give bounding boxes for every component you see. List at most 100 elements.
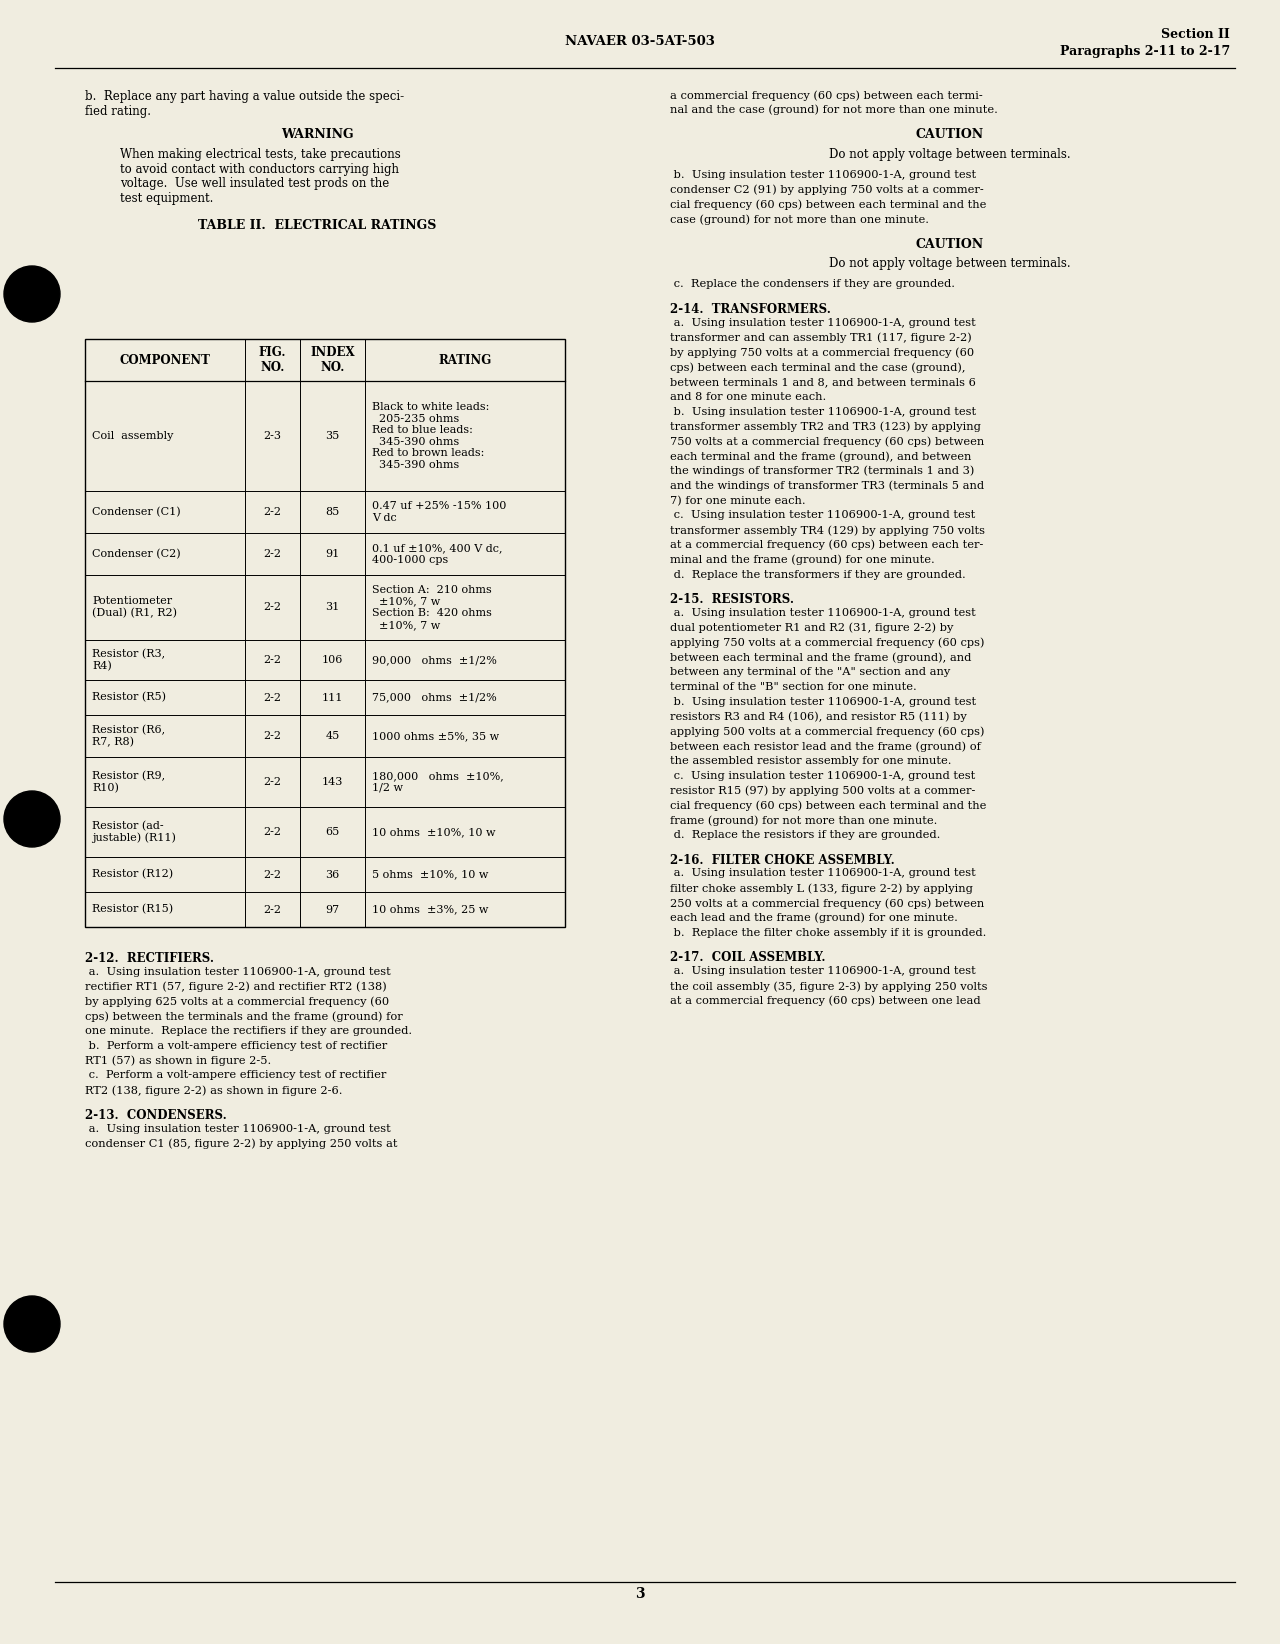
Text: voltage.  Use well insulated test prods on the: voltage. Use well insulated test prods o… (120, 178, 389, 191)
Text: 1000 ohms ±5%, 35 w: 1000 ohms ±5%, 35 w (372, 732, 499, 741)
Text: 2-15.  RESISTORS.: 2-15. RESISTORS. (669, 593, 794, 607)
Text: transformer assembly TR2 and TR3 (123) by applying: transformer assembly TR2 and TR3 (123) b… (669, 421, 980, 432)
Text: COMPONENT: COMPONENT (119, 353, 210, 367)
Text: frame (ground) for not more than one minute.: frame (ground) for not more than one min… (669, 815, 937, 825)
Text: Do not apply voltage between terminals.: Do not apply voltage between terminals. (829, 256, 1071, 270)
Text: a.  Using insulation tester 1106900-1-A, ground test: a. Using insulation tester 1106900-1-A, … (669, 967, 975, 977)
Text: Condenser (C1): Condenser (C1) (92, 506, 180, 518)
Text: rectifier RT1 (57, figure 2-2) and rectifier RT2 (138): rectifier RT1 (57, figure 2-2) and recti… (84, 981, 387, 993)
Text: by applying 625 volts at a commercial frequency (60: by applying 625 volts at a commercial fr… (84, 996, 389, 1008)
Text: When making electrical tests, take precautions: When making electrical tests, take preca… (120, 148, 401, 161)
Text: nal and the case (ground) for not more than one minute.: nal and the case (ground) for not more t… (669, 105, 998, 115)
Text: Section A:  210 ohms
  ±10%, 7 w
Section B:  420 ohms
  ±10%, 7 w: Section A: 210 ohms ±10%, 7 w Section B:… (372, 585, 492, 630)
Text: c.  Perform a volt-ampere efficiency test of rectifier: c. Perform a volt-ampere efficiency test… (84, 1070, 387, 1080)
Text: the assembled resistor assembly for one minute.: the assembled resistor assembly for one … (669, 756, 951, 766)
Text: Resistor (R12): Resistor (R12) (92, 870, 173, 880)
Text: 2-2: 2-2 (264, 692, 282, 702)
Text: 750 volts at a commercial frequency (60 cps) between: 750 volts at a commercial frequency (60 … (669, 436, 984, 447)
Text: Section II: Section II (1161, 28, 1230, 41)
Text: applying 750 volts at a commercial frequency (60 cps): applying 750 volts at a commercial frequ… (669, 638, 984, 648)
Text: b.  Replace the filter choke assembly if it is grounded.: b. Replace the filter choke assembly if … (669, 927, 987, 937)
Text: 0.1 uf ±10%, 400 V dc,
400-1000 cps: 0.1 uf ±10%, 400 V dc, 400-1000 cps (372, 543, 503, 566)
Text: 31: 31 (325, 602, 339, 613)
Circle shape (4, 266, 60, 322)
Text: c.  Using insulation tester 1106900-1-A, ground test: c. Using insulation tester 1106900-1-A, … (669, 510, 975, 520)
Text: 2-2: 2-2 (264, 732, 282, 741)
Text: fied rating.: fied rating. (84, 105, 151, 118)
Text: transformer assembly TR4 (129) by applying 750 volts: transformer assembly TR4 (129) by applyi… (669, 524, 986, 536)
Text: c.  Using insulation tester 1106900-1-A, ground test: c. Using insulation tester 1106900-1-A, … (669, 771, 975, 781)
Text: Coil  assembly: Coil assembly (92, 431, 173, 441)
Text: 250 volts at a commercial frequency (60 cps) between: 250 volts at a commercial frequency (60 … (669, 898, 984, 909)
Text: dual potentiometer R1 and R2 (31, figure 2-2) by: dual potentiometer R1 and R2 (31, figure… (669, 623, 954, 633)
Text: at a commercial frequency (60 cps) between each ter-: at a commercial frequency (60 cps) betwe… (669, 539, 983, 551)
Text: a commercial frequency (60 cps) between each termi-: a commercial frequency (60 cps) between … (669, 90, 983, 100)
Text: Resistor (R3,
R4): Resistor (R3, R4) (92, 649, 165, 671)
Text: Resistor (ad-
justable) (R11): Resistor (ad- justable) (R11) (92, 820, 175, 843)
Text: 35: 35 (325, 431, 339, 441)
Text: 5 ohms  ±10%, 10 w: 5 ohms ±10%, 10 w (372, 870, 489, 880)
Text: and 8 for one minute each.: and 8 for one minute each. (669, 391, 827, 401)
Text: case (ground) for not more than one minute.: case (ground) for not more than one minu… (669, 214, 929, 225)
Text: INDEX
NO.: INDEX NO. (310, 345, 355, 373)
Text: a.  Using insulation tester 1106900-1-A, ground test: a. Using insulation tester 1106900-1-A, … (669, 868, 975, 878)
Text: 85: 85 (325, 506, 339, 516)
Text: transformer and can assembly TR1 (117, figure 2-2): transformer and can assembly TR1 (117, f… (669, 332, 972, 344)
Text: 2-16.  FILTER CHOKE ASSEMBLY.: 2-16. FILTER CHOKE ASSEMBLY. (669, 853, 895, 866)
Text: one minute.  Replace the rectifiers if they are grounded.: one minute. Replace the rectifiers if th… (84, 1026, 412, 1036)
Text: 180,000   ohms  ±10%,
1/2 w: 180,000 ohms ±10%, 1/2 w (372, 771, 504, 792)
Text: b.  Using insulation tester 1106900-1-A, ground test: b. Using insulation tester 1106900-1-A, … (669, 406, 977, 416)
Text: 0.47 uf +25% -15% 100
V dc: 0.47 uf +25% -15% 100 V dc (372, 501, 507, 523)
Text: 90,000   ohms  ±1/2%: 90,000 ohms ±1/2% (372, 654, 497, 666)
Text: filter choke assembly L (133, figure 2-2) by applying: filter choke assembly L (133, figure 2-2… (669, 883, 973, 894)
Text: 2-2: 2-2 (264, 870, 282, 880)
Text: Paragraphs 2-11 to 2-17: Paragraphs 2-11 to 2-17 (1060, 44, 1230, 58)
Text: Resistor (R15): Resistor (R15) (92, 904, 173, 914)
Text: Resistor (R9,
R10): Resistor (R9, R10) (92, 771, 165, 792)
Text: each lead and the frame (ground) for one minute.: each lead and the frame (ground) for one… (669, 912, 957, 924)
Text: a.  Using insulation tester 1106900-1-A, ground test: a. Using insulation tester 1106900-1-A, … (669, 317, 975, 327)
Text: WARNING: WARNING (282, 128, 353, 141)
Text: a.  Using insulation tester 1106900-1-A, ground test: a. Using insulation tester 1106900-1-A, … (669, 608, 975, 618)
Circle shape (4, 1295, 60, 1351)
Text: 7) for one minute each.: 7) for one minute each. (669, 495, 805, 506)
Text: FIG.
NO.: FIG. NO. (259, 345, 287, 373)
Text: 143: 143 (321, 778, 343, 787)
Text: 2-2: 2-2 (264, 827, 282, 837)
Text: test equipment.: test equipment. (120, 192, 214, 206)
Text: 2-3: 2-3 (264, 431, 282, 441)
Text: at a commercial frequency (60 cps) between one lead: at a commercial frequency (60 cps) betwe… (669, 996, 980, 1006)
Text: applying 500 volts at a commercial frequency (60 cps): applying 500 volts at a commercial frequ… (669, 727, 984, 737)
Text: 91: 91 (325, 549, 339, 559)
Text: Condenser (C2): Condenser (C2) (92, 549, 180, 559)
Text: CAUTION: CAUTION (916, 128, 984, 141)
Text: RATING: RATING (438, 353, 492, 367)
Text: b.  Using insulation tester 1106900-1-A, ground test: b. Using insulation tester 1106900-1-A, … (669, 697, 977, 707)
Text: to avoid contact with conductors carrying high: to avoid contact with conductors carryin… (120, 163, 399, 176)
Text: RT1 (57) as shown in figure 2-5.: RT1 (57) as shown in figure 2-5. (84, 1055, 271, 1067)
Text: resistors R3 and R4 (106), and resistor R5 (111) by: resistors R3 and R4 (106), and resistor … (669, 712, 966, 722)
Text: by applying 750 volts at a commercial frequency (60: by applying 750 volts at a commercial fr… (669, 347, 974, 358)
Text: between each resistor lead and the frame (ground) of: between each resistor lead and the frame… (669, 741, 980, 751)
Text: each terminal and the frame (ground), and between: each terminal and the frame (ground), an… (669, 450, 972, 462)
Text: d.  Replace the resistors if they are grounded.: d. Replace the resistors if they are gro… (669, 830, 941, 840)
Text: 106: 106 (321, 654, 343, 666)
Text: 2-2: 2-2 (264, 904, 282, 914)
Text: Black to white leads:
  205-235 ohms
Red to blue leads:
  345-390 ohms
Red to br: Black to white leads: 205-235 ohms Red t… (372, 403, 489, 470)
Text: TABLE II.  ELECTRICAL RATINGS: TABLE II. ELECTRICAL RATINGS (198, 219, 436, 232)
Text: Do not apply voltage between terminals.: Do not apply voltage between terminals. (829, 148, 1071, 161)
Text: the windings of transformer TR2 (terminals 1 and 3): the windings of transformer TR2 (termina… (669, 465, 974, 477)
Text: cial frequency (60 cps) between each terminal and the: cial frequency (60 cps) between each ter… (669, 801, 987, 810)
Text: 2-12.  RECTIFIERS.: 2-12. RECTIFIERS. (84, 952, 214, 965)
Text: a.  Using insulation tester 1106900-1-A, ground test: a. Using insulation tester 1106900-1-A, … (84, 1124, 390, 1134)
Text: 10 ohms  ±10%, 10 w: 10 ohms ±10%, 10 w (372, 827, 495, 837)
Text: b.  Using insulation tester 1106900-1-A, ground test: b. Using insulation tester 1106900-1-A, … (669, 169, 977, 179)
Text: and the windings of transformer TR3 (terminals 5 and: and the windings of transformer TR3 (ter… (669, 480, 984, 492)
Text: 65: 65 (325, 827, 339, 837)
Text: CAUTION: CAUTION (916, 238, 984, 252)
Text: 36: 36 (325, 870, 339, 880)
Text: 2-2: 2-2 (264, 654, 282, 666)
Text: between any terminal of the "A" section and any: between any terminal of the "A" section … (669, 667, 950, 677)
Text: b.  Perform a volt-ampere efficiency test of rectifier: b. Perform a volt-ampere efficiency test… (84, 1041, 388, 1051)
Text: 2-2: 2-2 (264, 602, 282, 613)
